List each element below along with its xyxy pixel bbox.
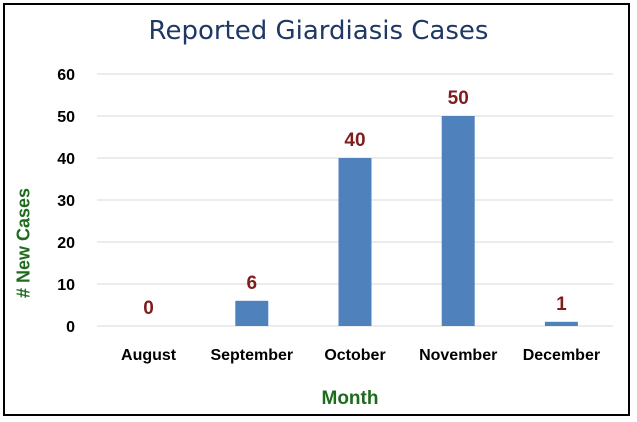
y-tick-label: 10 (57, 277, 75, 294)
x-axis-title: Month (321, 388, 379, 409)
y-tick-label: 20 (57, 235, 75, 252)
data-label: 50 (448, 88, 469, 109)
y-tick-label: 30 (57, 193, 75, 210)
x-tick-label: September (210, 347, 293, 364)
data-label: 40 (344, 130, 365, 151)
y-axis-title: # New Cases (13, 187, 34, 299)
x-tick-label: October (324, 347, 385, 364)
chart-title: Reported Giardiasis Cases (148, 16, 489, 46)
data-label: 0 (143, 298, 154, 319)
x-tick-label: August (121, 347, 177, 364)
y-tick-label: 50 (57, 109, 75, 126)
bar (235, 300, 269, 326)
bar (338, 158, 372, 326)
bar (544, 321, 578, 326)
y-tick-label: 0 (66, 319, 75, 336)
y-tick-label: 40 (57, 151, 75, 168)
data-label: 6 (247, 273, 258, 294)
data-label: 1 (556, 294, 567, 315)
x-tick-label: November (419, 347, 497, 364)
y-tick-label: 60 (57, 67, 75, 84)
bar (441, 116, 475, 326)
chart-frame (3, 3, 630, 416)
x-tick-label: December (523, 347, 600, 364)
